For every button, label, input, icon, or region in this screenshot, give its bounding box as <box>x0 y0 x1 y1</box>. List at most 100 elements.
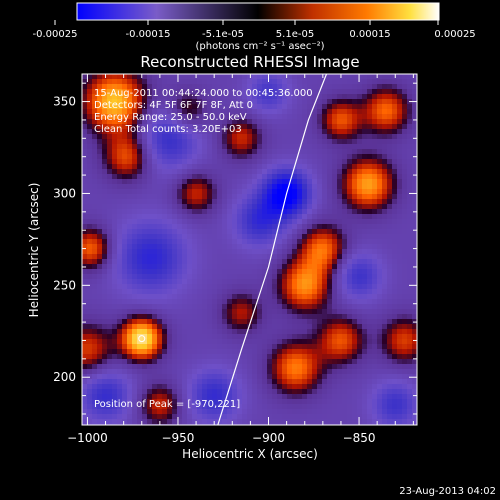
heatmap-cell <box>252 264 258 270</box>
heatmap-cell <box>232 139 238 145</box>
heatmap-cell <box>322 229 328 235</box>
heatmap-cell <box>277 139 283 145</box>
heatmap-cell <box>82 104 88 110</box>
heatmap-cell <box>337 399 343 405</box>
heatmap-cell <box>247 169 253 175</box>
heatmap-cell <box>107 249 113 255</box>
heatmap-cell <box>97 194 103 200</box>
heatmap-cell <box>217 379 223 385</box>
heatmap-cell <box>367 259 373 265</box>
heatmap-cell <box>232 359 238 365</box>
heatmap-cell <box>177 284 183 290</box>
heatmap-cell <box>292 364 298 370</box>
heatmap-cell <box>402 119 408 125</box>
heatmap-cell <box>142 414 148 420</box>
heatmap-cell <box>97 359 103 365</box>
heatmap-cell <box>237 324 243 330</box>
heatmap-cell <box>282 84 288 90</box>
heatmap-cell <box>292 174 298 180</box>
heatmap-cell <box>82 354 88 360</box>
heatmap-cell <box>222 409 228 415</box>
heatmap-cell <box>197 329 203 335</box>
heatmap-cell <box>367 184 373 190</box>
colorbar-tick-label: -0.00025 <box>33 29 78 40</box>
heatmap-cell <box>347 404 353 410</box>
heatmap-cell <box>152 414 158 420</box>
heatmap-cell <box>257 334 263 340</box>
colorbar-tick-label: 5.1e-05 <box>276 29 314 40</box>
heatmap-cell <box>87 404 93 410</box>
heatmap-cell <box>282 409 288 415</box>
heatmap-cell <box>197 154 203 160</box>
heatmap-cell <box>142 419 148 425</box>
heatmap-cell <box>212 224 218 230</box>
heatmap-cell <box>247 109 253 115</box>
heatmap-cell <box>272 224 278 230</box>
heatmap-cell <box>112 229 118 235</box>
heatmap-cell <box>337 229 343 235</box>
heatmap-cell <box>407 279 413 285</box>
heatmap-cell <box>147 79 153 85</box>
heatmap-cell <box>167 299 173 305</box>
heatmap-cell <box>307 334 313 340</box>
heatmap-cell <box>122 114 128 120</box>
heatmap-cell <box>82 364 88 370</box>
heatmap-cell <box>87 149 93 155</box>
heatmap-cell <box>282 179 288 185</box>
heatmap-cell <box>162 369 168 375</box>
heatmap-cell <box>382 234 388 240</box>
heatmap-cell <box>397 384 403 390</box>
heatmap-cell <box>387 104 393 110</box>
heatmap-cell <box>377 409 383 415</box>
heatmap-cell <box>87 224 93 230</box>
heatmap-cell <box>207 389 213 395</box>
heatmap-cell <box>412 79 417 85</box>
heatmap-cell <box>342 419 348 425</box>
heatmap-cell <box>237 239 243 245</box>
heatmap-cell <box>332 359 338 365</box>
heatmap-cell <box>407 214 413 220</box>
heatmap-cell <box>132 304 138 310</box>
heatmap-cell <box>317 229 323 235</box>
heatmap-cell <box>392 154 398 160</box>
heatmap-cell <box>357 419 363 425</box>
heatmap-cell <box>152 184 158 190</box>
heatmap-cell <box>157 304 163 310</box>
heatmap-cell <box>207 194 213 200</box>
heatmap-cell <box>222 394 228 400</box>
heatmap-cell <box>292 284 298 290</box>
heatmap-cell <box>147 189 153 195</box>
heatmap-cell <box>347 394 353 400</box>
heatmap-cell <box>252 94 258 100</box>
heatmap-cell <box>117 79 123 85</box>
heatmap-cell <box>92 204 98 210</box>
heatmap-cell <box>237 329 243 335</box>
heatmap-cell <box>242 314 248 320</box>
heatmap-cell <box>347 89 353 95</box>
heatmap-cell <box>282 259 288 265</box>
heatmap-cell <box>297 209 303 215</box>
heatmap-cell <box>287 254 293 260</box>
heatmap-cell <box>227 134 233 140</box>
heatmap-cell <box>297 99 303 105</box>
heatmap-cell <box>397 294 403 300</box>
heatmap-cell <box>92 169 98 175</box>
heatmap-cell <box>317 224 323 230</box>
heatmap-cell <box>137 324 143 330</box>
heatmap-cell <box>182 159 188 165</box>
heatmap-cell <box>142 329 148 335</box>
heatmap-cell <box>232 204 238 210</box>
heatmap-cell <box>287 109 293 115</box>
heatmap-cell <box>202 154 208 160</box>
heatmap-cell <box>87 134 93 140</box>
heatmap-cell <box>372 409 378 415</box>
heatmap-cell <box>292 184 298 190</box>
heatmap-cell <box>182 339 188 345</box>
heatmap-cell <box>277 74 283 80</box>
heatmap-cell <box>262 394 268 400</box>
heatmap-cell <box>272 234 278 240</box>
heatmap-cell <box>287 244 293 250</box>
heatmap-cell <box>82 199 88 205</box>
heatmap-cell <box>267 359 273 365</box>
heatmap-cell <box>97 329 103 335</box>
